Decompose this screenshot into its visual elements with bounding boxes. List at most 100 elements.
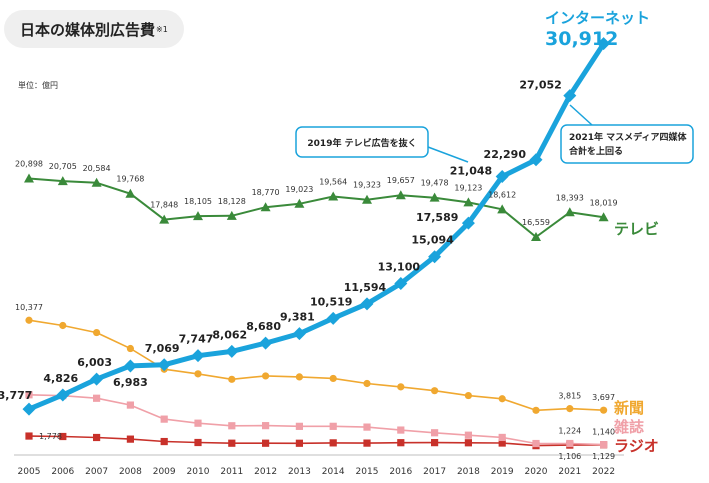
- tv-value-2010: 18,105: [184, 197, 212, 206]
- magazine-point-2010: [194, 419, 202, 427]
- internet-point-2017: [428, 250, 442, 264]
- tv-value-2019: 18,612: [488, 190, 516, 199]
- tv-value-2007: 20,584: [83, 164, 111, 173]
- radio-point-2005: [25, 432, 33, 440]
- internet-value-2007: 6,003: [77, 356, 112, 369]
- magazine-point-2017: [431, 429, 439, 437]
- tv-point-2019: [497, 204, 508, 214]
- callout-pointer-2021: [569, 104, 593, 126]
- newspaper-point-2011: [228, 375, 236, 383]
- radio-point-2014: [329, 439, 337, 447]
- newspaper-value-2005: 10,377: [15, 303, 43, 312]
- internet-value-2018: 17,589: [416, 211, 458, 224]
- newspaper-value-2021: 3,815: [558, 392, 581, 401]
- tv-point-2009: [159, 214, 170, 224]
- internet-point-2012: [259, 336, 273, 350]
- tv-value-2009: 17,848: [150, 201, 178, 210]
- magazine-series-name: 雑誌: [613, 418, 644, 436]
- internet-point-2008: [123, 359, 137, 373]
- tv-value-2011: 18,128: [218, 197, 246, 206]
- internet-point-2016: [394, 277, 408, 291]
- callout-text-2021-line2: 合計を上回る: [569, 145, 623, 157]
- tv-value-2016: 19,657: [387, 176, 415, 185]
- magazine-point-2014: [329, 422, 337, 430]
- newspaper-series-name: 新聞: [614, 399, 644, 417]
- internet-value-2012: 8,680: [246, 320, 281, 333]
- newspaper-value-2022: 3,697: [592, 393, 615, 402]
- internet-value-2017: 15,094: [411, 234, 454, 247]
- radio-point-2016: [397, 439, 405, 447]
- x-tick-2006: 2006: [51, 467, 74, 477]
- internet-value-2006: 4,826: [43, 372, 78, 385]
- magazine-point-2009: [160, 415, 168, 423]
- radio-value-2022: 1,129: [592, 452, 615, 461]
- internet-point-2021: [563, 89, 577, 103]
- internet-value-2019: 21,048: [450, 165, 492, 178]
- radio-point-2012: [262, 439, 270, 447]
- magazine-point-2011: [228, 422, 236, 430]
- callout-box-2021: [560, 124, 694, 164]
- magazine-point-2018: [464, 431, 472, 439]
- x-tick-2013: 2013: [288, 467, 311, 477]
- radio-point-2013: [295, 439, 303, 447]
- tv-point-2012: [260, 202, 271, 212]
- radio-point-2019: [498, 439, 506, 447]
- callout-tv-overtaken: 2019年 テレビ広告を抜く: [295, 126, 469, 163]
- internet-point-2011: [225, 344, 239, 358]
- unit-label: 単位：億円: [18, 81, 58, 90]
- tv-point-2007: [91, 177, 102, 187]
- magazine-line: [28, 394, 604, 446]
- tv-value-2018: 19,123: [454, 183, 482, 192]
- internet-point-2006: [56, 388, 70, 402]
- x-tick-2015: 2015: [356, 467, 379, 477]
- newspaper-point-2012: [262, 372, 270, 380]
- tv-point-2008: [125, 188, 136, 198]
- tv-value-2022: 18,019: [590, 198, 618, 207]
- tv-value-2015: 19,323: [353, 181, 381, 190]
- tv-point-2014: [328, 191, 339, 201]
- radio-point-2010: [194, 438, 202, 447]
- magazine-point-2008: [126, 401, 134, 409]
- internet-value-2013: 9,381: [280, 311, 315, 324]
- newspaper-point-2016: [397, 383, 405, 391]
- internet-point-2010: [191, 349, 205, 363]
- x-tick-2019: 2019: [491, 467, 514, 477]
- radio-point-2015: [363, 439, 371, 447]
- x-tick-2021: 2021: [558, 467, 581, 477]
- internet-point-2018: [461, 216, 475, 230]
- internet-line: [28, 42, 606, 412]
- internet-point-2019: [495, 170, 509, 184]
- internet-point-2015: [360, 297, 374, 311]
- newspaper-point-2018: [464, 391, 472, 400]
- radio-point-2008: [126, 435, 134, 443]
- internet-series-name: インターネット: [545, 9, 650, 27]
- x-tick-2011: 2011: [220, 467, 243, 477]
- x-tick-2016: 2016: [389, 467, 412, 477]
- magazine-point-2015: [363, 423, 371, 431]
- magazine-series: [25, 391, 608, 449]
- x-tick-2022: 2022: [592, 467, 615, 477]
- callout-mass-media: 2021年 マスメディア四媒体 合計を上回る: [560, 104, 694, 164]
- newspaper-point-2013: [295, 373, 303, 381]
- internet-value-2005: 3,777: [0, 389, 32, 402]
- internet-value-2016: 13,100: [378, 261, 421, 274]
- internet-point-2005: [22, 402, 36, 416]
- internet-point-2014: [326, 311, 340, 325]
- x-tick-2017: 2017: [423, 467, 446, 477]
- newspaper-point-2020: [532, 406, 540, 414]
- radio-series-name: ラジオ: [614, 437, 659, 455]
- radio-line: [28, 435, 604, 447]
- internet-point-2009: [157, 358, 171, 372]
- internet-point-2020: [529, 153, 543, 167]
- x-tick-2009: 2009: [153, 467, 176, 477]
- tv-point-2021: [564, 207, 575, 217]
- tv-value-2008: 19,768: [116, 175, 144, 184]
- magazine-point-2019: [498, 433, 506, 442]
- internet-value-2010: 7,747: [179, 333, 214, 346]
- x-tick-2007: 2007: [85, 467, 108, 477]
- callout-pointer-2019: [427, 146, 469, 163]
- tv-value-2014: 19,564: [319, 177, 347, 186]
- newspaper-point-2015: [363, 379, 371, 388]
- radio-point-2018: [464, 439, 472, 447]
- magazine-point-2020: [532, 439, 540, 448]
